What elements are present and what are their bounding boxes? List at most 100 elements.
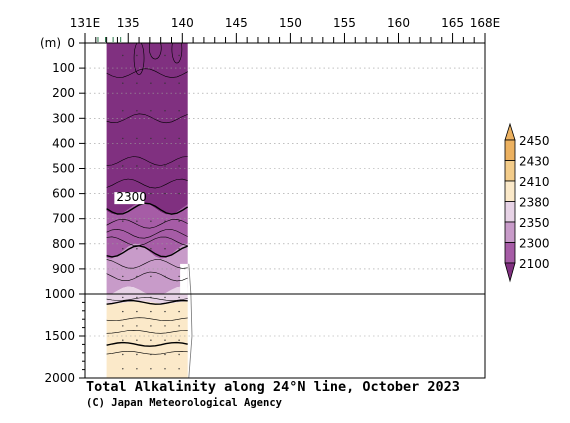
band-2380-2410 [106, 286, 188, 304]
station-sample [150, 339, 152, 341]
station-sample [136, 339, 138, 341]
contour-label-bg [114, 192, 145, 205]
station-sample [136, 137, 138, 140]
x-tick-label: 145 [225, 16, 248, 30]
station-sample [164, 137, 166, 140]
plot-border [84, 42, 486, 379]
section-fill [106, 43, 188, 378]
x-tick-label: 160 [387, 16, 410, 30]
station-sample [150, 310, 152, 313]
station-sample [136, 165, 138, 167]
contour-line-major [106, 299, 188, 305]
station-sample [122, 54, 124, 57]
y-tick-label: 100 [52, 61, 75, 75]
station-sample [150, 192, 152, 195]
gridlines [85, 67, 485, 337]
station-sample [150, 248, 152, 250]
station-sample [150, 220, 152, 222]
y-tick-label: 600 [52, 187, 75, 201]
colorbar-swatch [504, 242, 516, 264]
station-sample [122, 220, 124, 222]
station-sample [150, 325, 152, 327]
colorbar-cap-top [504, 122, 516, 141]
colorbar-label: 2430 [519, 155, 550, 169]
x-tick-label: 131E [70, 16, 101, 30]
contour-line-major [106, 202, 189, 215]
station-sample [178, 82, 180, 84]
station-sample [178, 325, 180, 327]
band-2410-2430 [106, 301, 188, 378]
credit-text: (C) Japan Meteorological Agency [86, 397, 282, 409]
station-sample [164, 353, 166, 356]
station-sample [164, 339, 166, 341]
station-sample [122, 310, 124, 313]
colorbar-label: 2410 [519, 175, 550, 189]
station-sample [164, 192, 166, 195]
station-sample [178, 110, 180, 112]
station-sample [122, 339, 124, 341]
contour-label: 2300 [116, 190, 147, 204]
station-sample [122, 325, 124, 327]
station-sample [164, 310, 166, 313]
station-sample [150, 165, 152, 167]
contour-loop [171, 43, 183, 64]
contour-line [106, 259, 188, 269]
station-sample [178, 368, 180, 370]
band-2350-2380 [106, 243, 188, 295]
station-sample [150, 368, 152, 370]
station-sample [136, 325, 138, 327]
contour-lines: 2300 [106, 43, 193, 378]
station-sample [122, 137, 124, 140]
contour-line-major [106, 245, 188, 258]
y-tick-label: 700 [52, 212, 75, 226]
x-tick-label: 150 [279, 16, 302, 30]
x-tick-label: 135 [117, 16, 140, 30]
station-sample [164, 248, 166, 250]
station-sample [164, 368, 166, 370]
y-axis: 0 100 200 300 400 500 600 700 800 900 1000 1500 2000… [40, 36, 85, 385]
station-sample [136, 248, 138, 250]
x-tick-label: 140 [171, 16, 194, 30]
y-tick-label: 2000 [44, 371, 75, 385]
colorbar-label: 2450 [519, 134, 550, 148]
station-sample [122, 82, 124, 84]
colorbar-cap-bottom [504, 262, 516, 283]
contour-line [106, 236, 188, 247]
station-sample [136, 353, 138, 356]
station-sample [150, 54, 152, 57]
contour-line [106, 350, 188, 355]
contour-line [106, 68, 188, 78]
contour-line [106, 228, 188, 239]
x-tick-label: 168E [470, 16, 501, 30]
station-sample [178, 192, 180, 195]
y-tick-label: 400 [52, 136, 75, 150]
station-sample [178, 310, 180, 313]
station-sample [178, 275, 180, 278]
y-unit-label: (m) [40, 36, 61, 50]
band-2100-2300 [106, 43, 188, 215]
station-sample [122, 353, 124, 356]
colorbar-label: 2350 [519, 216, 550, 230]
station-sample [122, 248, 124, 250]
station-sample [164, 325, 166, 327]
contour-line [106, 218, 188, 229]
station-sample [178, 353, 180, 356]
station-sample [150, 296, 152, 299]
station-sample [178, 339, 180, 341]
station-sample [136, 310, 138, 313]
station-sample [122, 368, 124, 370]
colorbar-swatch [504, 139, 516, 161]
y-tick-label: 300 [52, 111, 75, 125]
station-sample [150, 110, 152, 112]
contour-loop [148, 43, 162, 60]
station-sample [122, 110, 124, 112]
contour-line-major [106, 341, 188, 347]
station-sample [178, 296, 180, 299]
y-tick-label: 0 [67, 36, 75, 50]
station-sample [164, 82, 166, 84]
x-tick-label: 165 [441, 16, 464, 30]
band-2300-2350 [106, 202, 188, 259]
station-sample [164, 275, 166, 278]
station-sample [122, 165, 124, 167]
contour-line [106, 156, 188, 166]
